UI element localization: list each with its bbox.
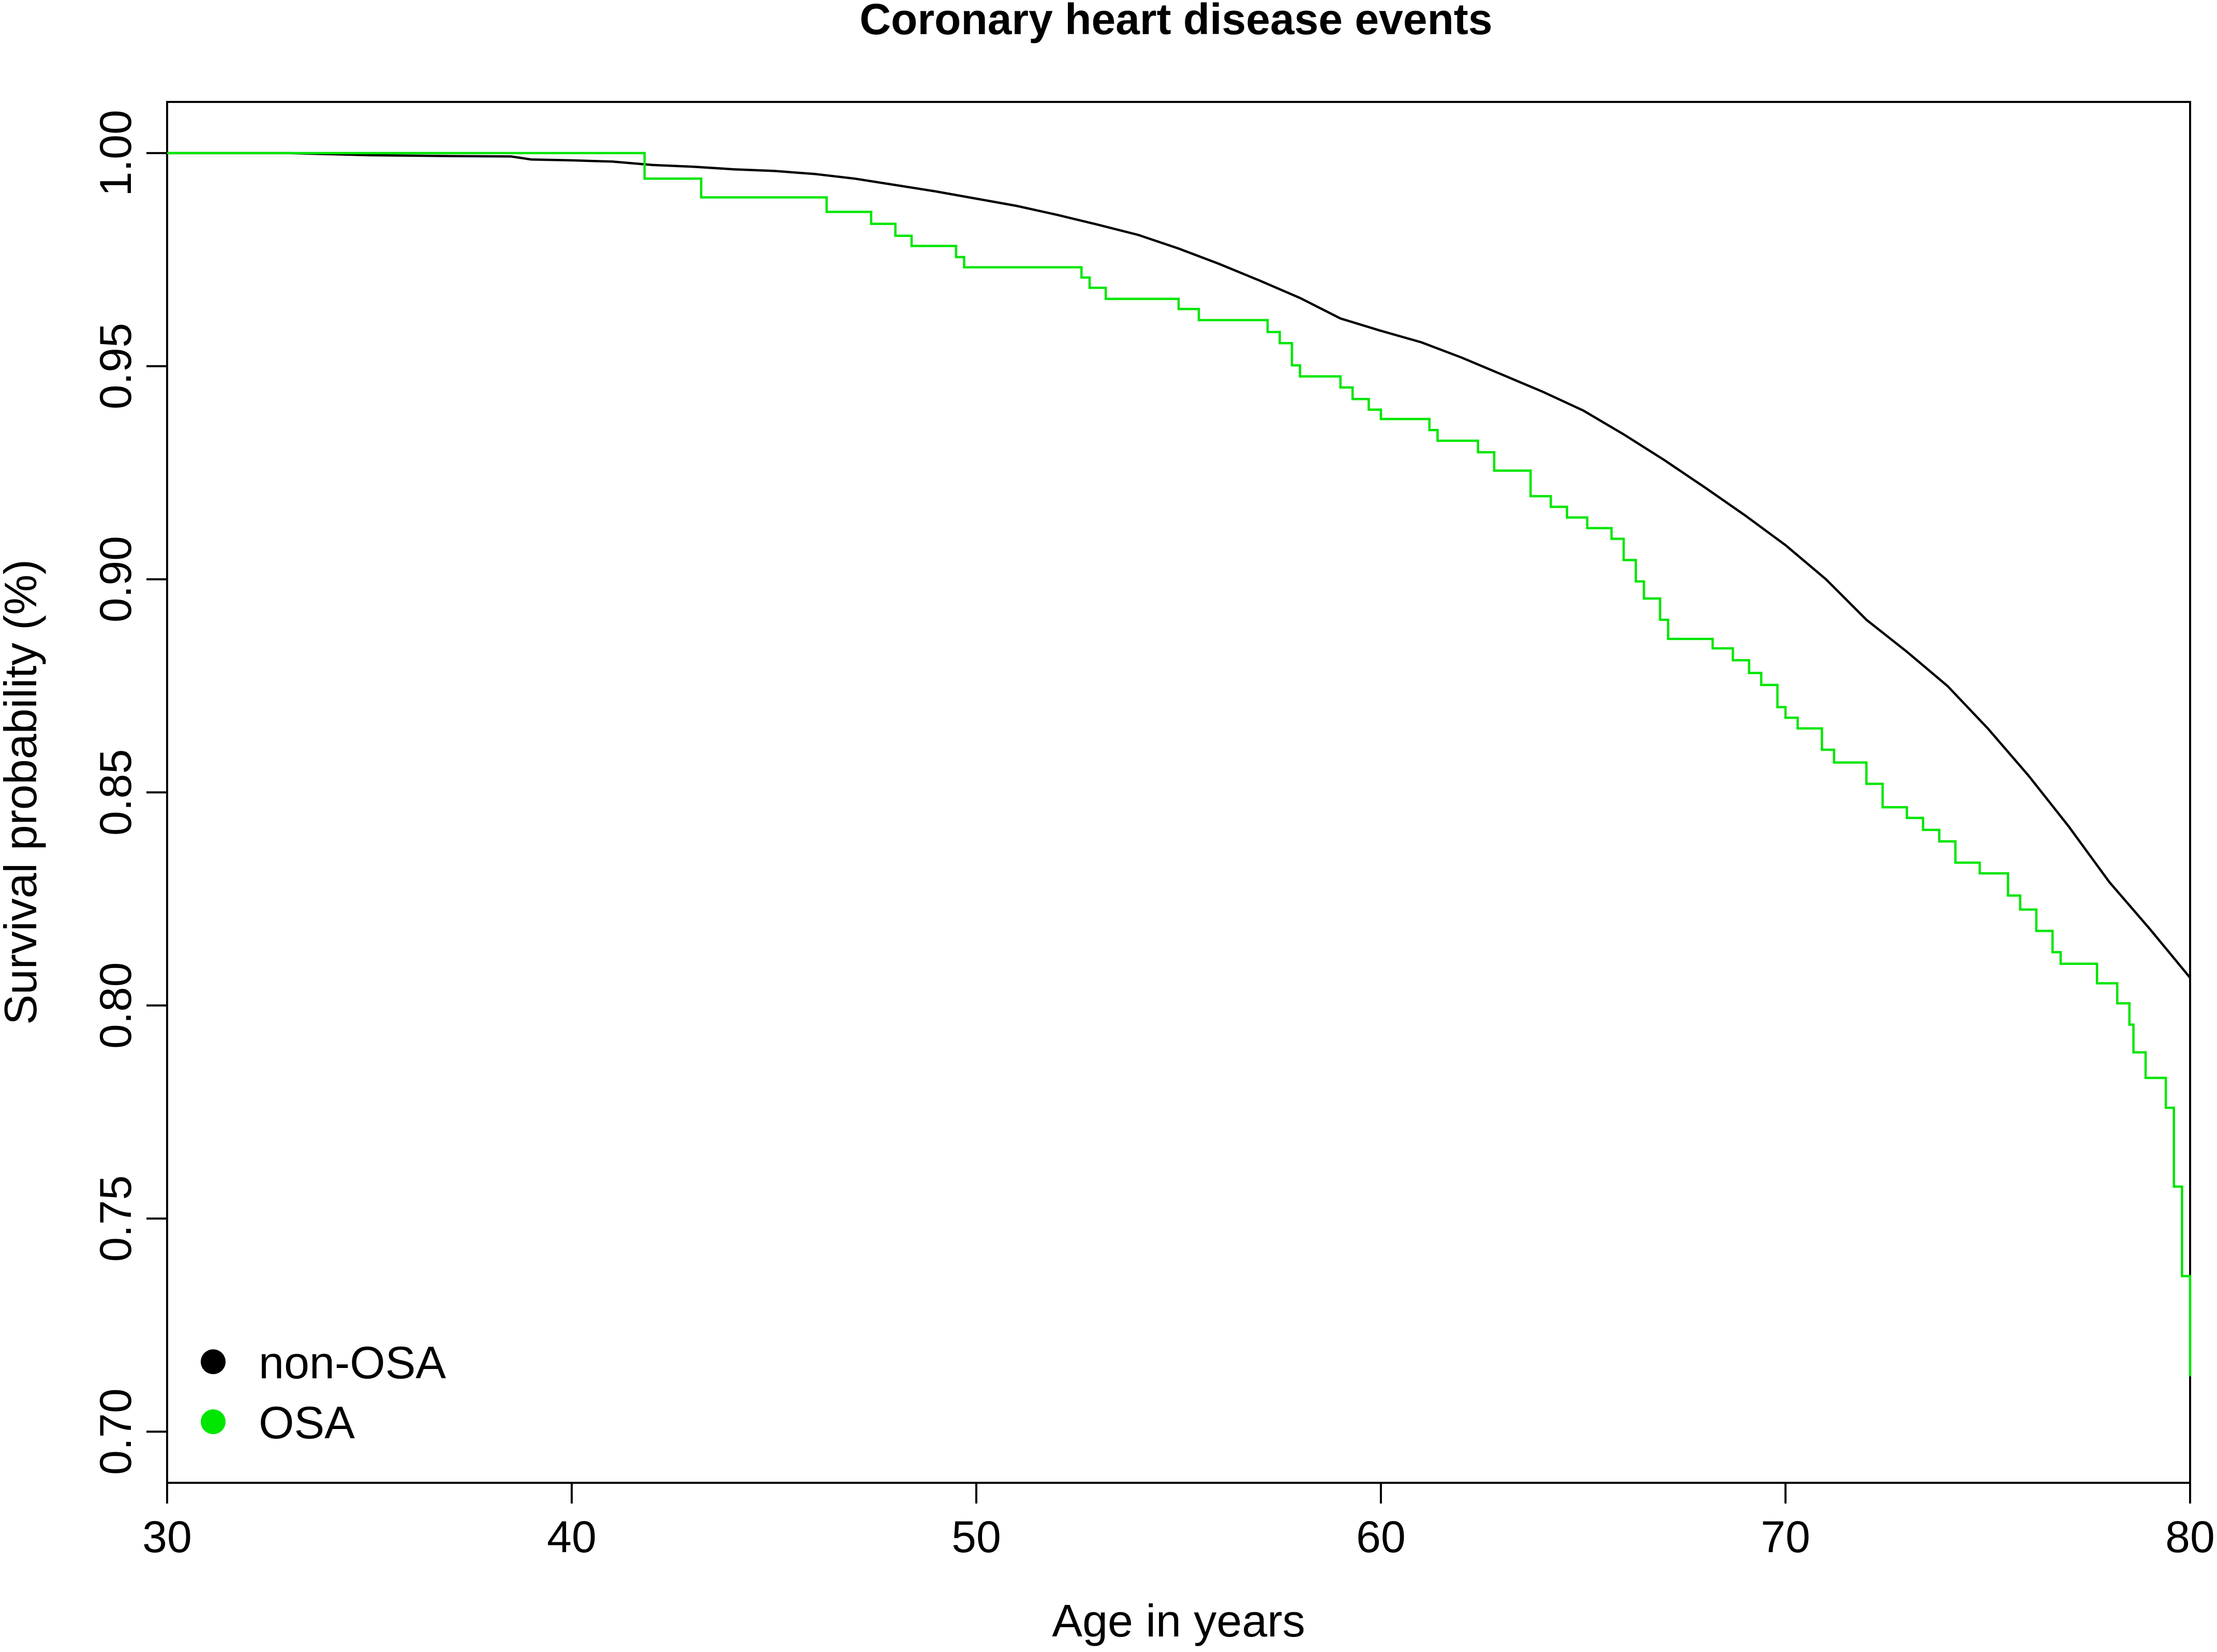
y-tick-label: 0.95 <box>91 323 141 409</box>
legend-label-non-osa: non-OSA <box>259 1337 446 1388</box>
y-tick-label: 0.75 <box>91 1175 141 1262</box>
x-tick-label: 80 <box>2165 1512 2215 1562</box>
y-axis: 0.70 0.75 0.80 0.85 0.90 0.95 1.00 <box>91 110 167 1475</box>
y-tick-label: 1.00 <box>91 110 141 196</box>
legend: non-OSA OSA <box>201 1337 446 1448</box>
x-axis: 30 40 50 60 70 80 <box>142 1483 2215 1562</box>
x-tick-label: 50 <box>951 1512 1001 1562</box>
x-axis-label: Age in years <box>1052 1595 1305 1646</box>
y-axis-label: Survival probability (%) <box>0 559 46 1025</box>
series-line-osa <box>167 152 2192 1377</box>
legend-marker-osa <box>201 1409 226 1434</box>
legend-label-osa: OSA <box>259 1397 355 1448</box>
x-tick-label: 70 <box>1761 1512 1810 1562</box>
y-tick-label: 0.70 <box>91 1388 141 1475</box>
x-tick-label: 40 <box>547 1512 597 1562</box>
y-tick-label: 0.85 <box>91 749 141 836</box>
y-tick-label: 0.90 <box>91 536 141 622</box>
series-layer <box>167 152 2192 1377</box>
legend-marker-non-osa <box>201 1349 226 1374</box>
y-tick-label: 0.80 <box>91 962 141 1049</box>
chart-title: Coronary heart disease events <box>859 0 1492 43</box>
x-tick-label: 30 <box>142 1512 192 1562</box>
x-tick-label: 60 <box>1356 1512 1406 1562</box>
series-line-non-osa <box>167 152 2191 979</box>
